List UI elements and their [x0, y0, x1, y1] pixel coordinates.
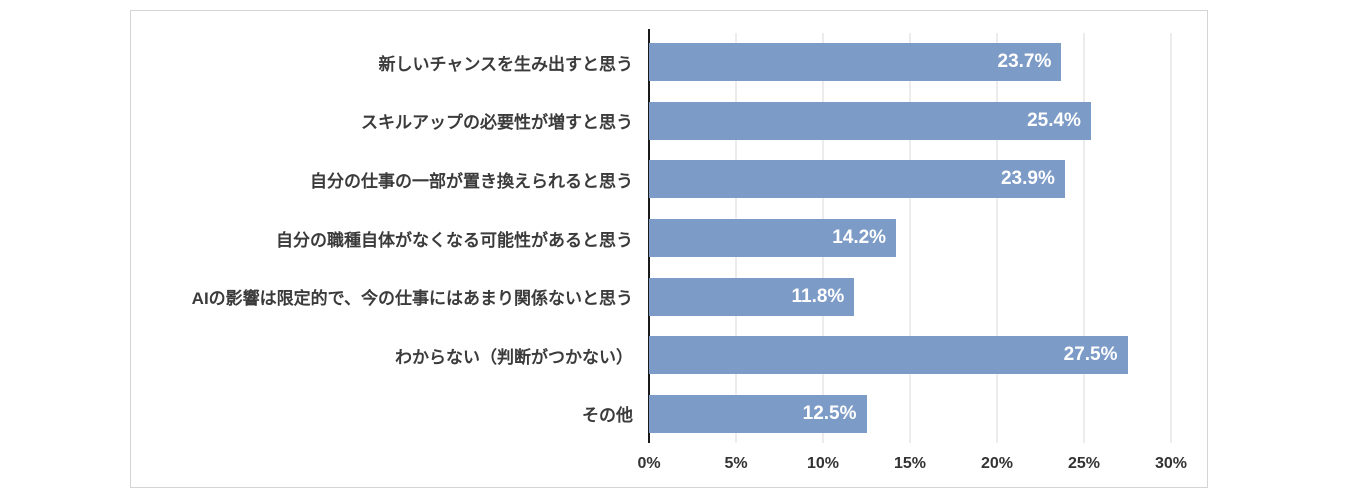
bar-value-label: 14.2% — [832, 227, 887, 249]
bar-value-label: 23.9% — [1000, 168, 1055, 190]
bar: 23.9% — [649, 160, 1065, 199]
bar-track: 23.7% — [649, 33, 1171, 92]
gridline — [909, 33, 911, 443]
gridline — [996, 33, 998, 443]
bar: 11.8% — [649, 277, 855, 316]
x-tick-label: 30% — [1154, 455, 1188, 472]
category-label: 自分の仕事の一部が置き換えられると思う — [310, 171, 633, 191]
bar-value-label: 25.4% — [1027, 109, 1081, 131]
bar-track: 14.2% — [649, 209, 1171, 268]
x-tick-label: 25% — [1067, 455, 1101, 472]
bar-value-label: 27.5% — [1063, 344, 1118, 366]
bar: 25.4% — [649, 101, 1091, 140]
bar-track: 27.5% — [649, 326, 1171, 385]
bar-track: 23.9% — [649, 150, 1171, 209]
category-label: わからない（判断がつかない） — [395, 347, 633, 367]
x-tick-label: 5% — [724, 455, 748, 472]
x-tick-label: 10% — [806, 455, 840, 472]
chart-content: 新しいチャンスを生み出すと思う 23.7% スキルアップの必要性が増すと思う 25.4… — [131, 11, 1207, 487]
bar-rows: 新しいチャンスを生み出すと思う 23.7% スキルアップの必要性が増すと思う 25.4… — [149, 33, 1171, 443]
category-label: スキルアップの必要性が増すと思う — [361, 113, 633, 133]
bar-row: スキルアップの必要性が増すと思う 25.4% — [149, 92, 1171, 151]
bar-value-label: 12.5% — [802, 402, 857, 424]
bar-track: 25.4% — [649, 92, 1171, 151]
category-label: 自分の職種自体がなくなる可能性があると思う — [276, 230, 633, 250]
bar-row: その他 12.5% — [149, 384, 1171, 443]
plot-area: 新しいチャンスを生み出すと思う 23.7% スキルアップの必要性が増すと思う 25.4… — [149, 29, 1172, 443]
x-tick-label: 0% — [637, 455, 661, 472]
x-axis: 0% 5% 10% 15% 20% 25% 30% — [637, 443, 1187, 481]
x-tick-label: 20% — [980, 455, 1014, 472]
gridline — [1083, 33, 1085, 443]
bar-row: 新しいチャンスを生み出すと思う 23.7% — [149, 33, 1171, 92]
bar-value-label: 23.7% — [997, 51, 1052, 73]
bar-track: 12.5% — [649, 384, 1171, 443]
bar-value-label: 11.8% — [791, 285, 845, 307]
category-label: その他 — [582, 406, 633, 426]
x-tick-label: 15% — [893, 455, 927, 472]
bar-row: 自分の職種自体がなくなる可能性があると思う 14.2% — [149, 209, 1171, 268]
bar-track: 11.8% — [649, 267, 1171, 326]
bar: 12.5% — [649, 394, 867, 433]
bar-row: わからない（判断がつかない） 27.5% — [149, 326, 1171, 385]
category-label: AIの影響は限定的で、今の仕事にはあまり関係ないと思う — [191, 289, 633, 309]
gridline — [1170, 33, 1172, 443]
bar: 23.7% — [649, 43, 1062, 82]
bar: 14.2% — [649, 219, 897, 258]
bar-row: AIの影響は限定的で、今の仕事にはあまり関係ないと思う 11.8% — [149, 267, 1171, 326]
category-label: 新しいチャンスを生み出すと思う — [378, 54, 634, 74]
bar-row: 自分の仕事の一部が置き換えられると思う 23.9% — [149, 150, 1171, 209]
bar: 27.5% — [649, 336, 1128, 375]
bar-chart: 新しいチャンスを生み出すと思う 23.7% スキルアップの必要性が増すと思う 25.4… — [130, 10, 1208, 488]
